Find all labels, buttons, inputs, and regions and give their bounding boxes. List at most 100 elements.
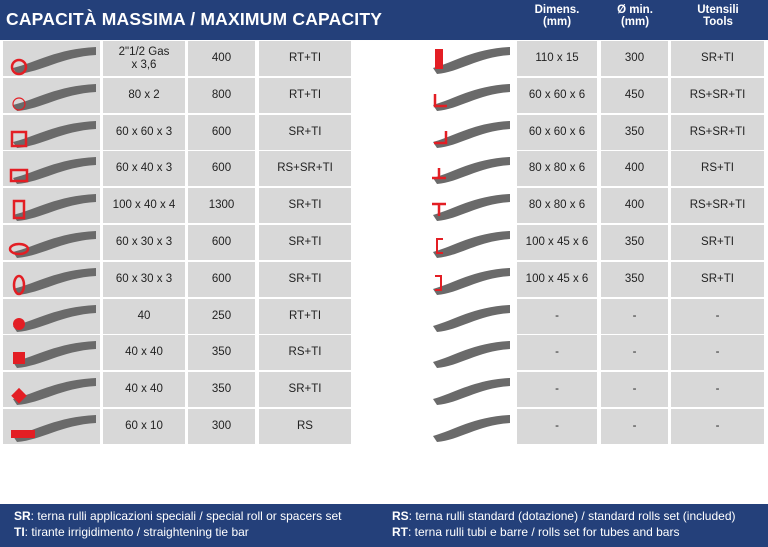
channel-out-icon bbox=[423, 225, 514, 260]
min-diameter-cell: 600 bbox=[188, 225, 255, 260]
dimension-cell: 60 x 30 x 3 bbox=[103, 225, 185, 260]
min-diameter-cell: 600 bbox=[188, 151, 255, 187]
dimension-cell: 60 x 60 x 6 bbox=[517, 77, 597, 113]
dimension-cell: 110 x 15 bbox=[517, 41, 597, 76]
col-dia-unit: (mm) bbox=[620, 15, 650, 28]
oval-tube-flat-icon bbox=[3, 225, 100, 260]
col-dimens-unit: (mm) bbox=[542, 15, 572, 28]
col-dimens-label: Dimens. bbox=[534, 4, 580, 16]
tools-cell: SR+TI bbox=[259, 114, 351, 150]
dimension-cell: 100 x 45 x 6 bbox=[517, 261, 597, 297]
ibeam-in-icon bbox=[423, 409, 514, 444]
tools-cell: SR+TI bbox=[259, 225, 351, 260]
channel-up-icon bbox=[423, 335, 514, 370]
dimension-value: 60 x 30 x 3 bbox=[116, 236, 172, 249]
min-diameter-cell: 350 bbox=[601, 225, 668, 260]
tools-cell: RS+SR+TI bbox=[259, 151, 351, 187]
col-tools-label-en: Tools bbox=[703, 15, 733, 28]
dimension-line-1: 60 x 60 x 3 bbox=[115, 125, 173, 138]
min-diameter-cell: 400 bbox=[601, 151, 668, 187]
min-diameter-cell: 350 bbox=[601, 261, 668, 297]
col-tools-header: Utensili Tools bbox=[678, 4, 758, 28]
dimension-value: 60 x 40 x 3 bbox=[116, 162, 172, 175]
square-bar-icon bbox=[3, 335, 100, 371]
channel-in-icon bbox=[423, 262, 514, 297]
min-diameter-cell: - bbox=[601, 372, 668, 408]
tools-cell: RT+TI bbox=[259, 41, 351, 76]
tools-cell: RT+TI bbox=[259, 77, 351, 113]
tools-cell: RS+SR+TI bbox=[671, 77, 764, 113]
min-diameter-cell: 600 bbox=[188, 114, 255, 150]
dimension-cell: 60 x 10 bbox=[103, 409, 185, 444]
min-diameter-cell: 250 bbox=[188, 298, 255, 334]
min-diameter-cell: 350 bbox=[188, 335, 255, 371]
min-diameter-cell: - bbox=[601, 335, 668, 371]
min-diameter-cell: 1300 bbox=[188, 188, 255, 224]
rect-tube-icon bbox=[3, 151, 100, 187]
angle-in-icon bbox=[423, 115, 514, 150]
square-tube-icon bbox=[3, 114, 100, 150]
dimension-cell: 80 x 2 bbox=[103, 77, 185, 113]
dimension-cell: 100 x 45 x 6 bbox=[517, 225, 597, 260]
thin-round-tube-icon bbox=[3, 77, 100, 113]
dimension-value: 60 x 30 x 3 bbox=[116, 273, 172, 286]
flat-bar-edge-icon bbox=[423, 41, 514, 76]
tools-cell: - bbox=[671, 335, 764, 371]
tee-in-icon bbox=[423, 188, 514, 223]
col-tools-label: Utensili bbox=[697, 4, 739, 16]
tools-cell: RS+TI bbox=[259, 335, 351, 371]
dimension-line-1: 100 x 40 x 4 bbox=[112, 199, 176, 212]
tools-cell: - bbox=[671, 372, 764, 408]
tools-cell: SR+TI bbox=[671, 261, 764, 297]
dimension-cell: 60 x 60 x 3 bbox=[103, 114, 185, 150]
dimension-cell: 40 x 40 bbox=[103, 372, 185, 408]
diamond-bar-icon bbox=[3, 372, 100, 408]
tools-cell: SR+TI bbox=[671, 41, 764, 76]
legend: SR: terna rulli applicazioni speciali / … bbox=[0, 504, 768, 547]
dimension-value: 100 x 40 x 4 bbox=[113, 199, 176, 212]
dimension-value: 60 x 60 x 3 bbox=[116, 126, 172, 139]
tools-cell: RS bbox=[259, 409, 351, 444]
page-title: CAPACITÀ MASSIMA / MAXIMUM CAPACITY bbox=[6, 9, 383, 29]
legend-rs: RS: terna rulli standard (dotazione) / s… bbox=[392, 509, 736, 523]
ibeam-out-icon bbox=[423, 372, 514, 407]
dimension-cell: 2"1/2 Gas x 3,6 bbox=[103, 41, 185, 76]
min-diameter-cell: 350 bbox=[601, 114, 668, 150]
dimension-line-2: x 3,6 bbox=[131, 58, 157, 71]
min-diameter-cell: 300 bbox=[601, 41, 668, 76]
dimension-line-1: 40 x 40 bbox=[125, 346, 163, 359]
min-diameter-cell: 300 bbox=[188, 409, 255, 444]
dimension-cell: 60 x 40 x 3 bbox=[103, 151, 185, 187]
tools-cell: RS+SR+TI bbox=[671, 188, 764, 224]
dimension-cell: 80 x 80 x 6 bbox=[517, 151, 597, 187]
dimension-value: 40 x 40 bbox=[125, 383, 163, 396]
dimension-line-1: 60 x 30 x 3 bbox=[115, 236, 173, 248]
flat-bar-icon bbox=[3, 409, 100, 444]
dimension-value: 40 bbox=[138, 310, 151, 323]
tools-cell: SR+TI bbox=[671, 225, 764, 260]
min-diameter-cell: 400 bbox=[188, 41, 255, 76]
min-diameter-cell: 400 bbox=[601, 188, 668, 224]
legend-sr: SR: terna rulli applicazioni speciali / … bbox=[14, 509, 342, 523]
header-bar: CAPACITÀ MASSIMA / MAXIMUM CAPACITY Dime… bbox=[0, 0, 768, 40]
legend-ti: TI: tirante irrigidimento / straightenin… bbox=[14, 525, 249, 539]
dimension-cell: 40 x 40 bbox=[103, 335, 185, 371]
dimension-line-1: 40 x 40 bbox=[125, 383, 163, 396]
dimension-line-1: 60 x 40 x 3 bbox=[115, 162, 173, 175]
dimension-cell: - bbox=[517, 409, 597, 444]
col-dia-header: Ø min. (mm) bbox=[595, 4, 675, 28]
dimension-value: 80 x 2 bbox=[128, 89, 159, 102]
col-dia-label: Ø min. bbox=[617, 4, 653, 16]
col-dimens-header: Dimens. (mm) bbox=[517, 4, 597, 28]
dimension-cell: - bbox=[517, 372, 597, 408]
tools-cell: - bbox=[671, 409, 764, 444]
tools-cell: - bbox=[671, 298, 764, 334]
dimension-line-1: 2"1/2 Gas bbox=[118, 45, 170, 58]
tools-cell: SR+TI bbox=[259, 188, 351, 224]
dimension-cell: - bbox=[517, 335, 597, 371]
min-diameter-cell: 350 bbox=[188, 372, 255, 408]
angle-out-icon bbox=[423, 78, 514, 113]
dimension-line-1: 40 bbox=[137, 309, 151, 322]
dimension-value: 40 x 40 bbox=[125, 346, 163, 359]
dimension-line-1: 60 x 10 bbox=[125, 420, 163, 432]
